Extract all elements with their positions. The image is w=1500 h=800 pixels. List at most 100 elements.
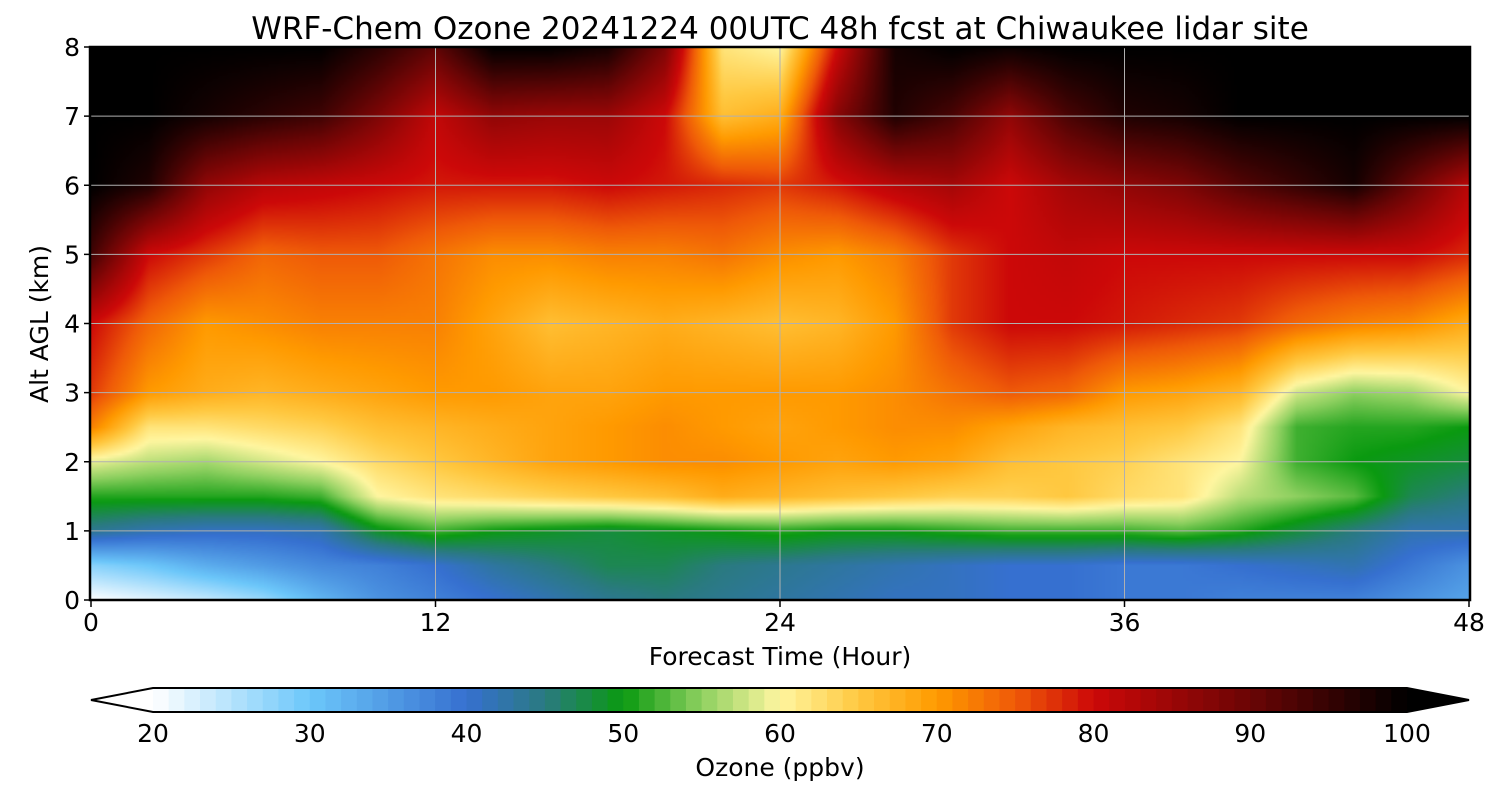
colorbar-outline [90, 687, 1470, 713]
colorbar-cell [529, 688, 546, 712]
y-tick-label: 7 [64, 102, 80, 131]
colorbar-cell [1297, 688, 1314, 712]
colorbar-extend-low-arrow [91, 688, 153, 712]
y-tick-label: 4 [64, 310, 80, 339]
colorbar-cell [513, 688, 530, 712]
colorbar-cell [591, 688, 609, 712]
colorbar-cell [921, 688, 938, 712]
colorbar-cell [1093, 688, 1110, 712]
colorbar-cell [1156, 688, 1173, 712]
colorbar-cell [200, 688, 217, 712]
x-tick-label: 0 [83, 608, 99, 637]
colorbar-cell [388, 688, 405, 712]
colorbar-cell [1218, 688, 1236, 712]
grid [91, 47, 1469, 600]
colorbar-cell [701, 688, 718, 712]
y-tick-label: 1 [64, 517, 80, 546]
colorbar-cell [968, 688, 985, 712]
colorbar-cell [278, 688, 295, 712]
y-tick-label: 3 [64, 379, 80, 408]
colorbar-cell [889, 688, 906, 712]
colorbar-tick-label: 60 [764, 719, 796, 748]
colorbar-cell [999, 688, 1016, 712]
colorbar: 20 30 40 50 60 70 80 90 100 [90, 687, 1470, 748]
colorbar-cell [466, 688, 483, 712]
colorbar-cell [874, 688, 891, 712]
colorbar-cell [795, 688, 812, 712]
colorbar-cell [153, 688, 170, 712]
colorbar-cell [231, 688, 248, 712]
colorbar-cell [1250, 688, 1267, 712]
colorbar-cell [732, 688, 750, 712]
y-axis: 0 1 2 3 4 5 6 7 8 [64, 33, 91, 615]
colorbar-cell [983, 688, 1001, 712]
colorbar-cell [1328, 688, 1345, 712]
colorbar-cell [1391, 688, 1408, 712]
y-tick-label: 0 [64, 586, 80, 615]
colorbar-cell [1062, 688, 1079, 712]
colorbar-cell [215, 688, 232, 712]
colorbar-cell [717, 688, 734, 712]
colorbar-cell [1046, 688, 1063, 712]
colorbar-cell [1140, 688, 1157, 712]
colorbar-tick-label: 80 [1078, 719, 1110, 748]
colorbar-extend-high-arrow [1407, 688, 1469, 712]
chart-title: WRF-Chem Ozone 20241224 00UTC 48h fcst a… [251, 11, 1309, 47]
colorbar-cell [638, 688, 656, 712]
colorbar-ticks: 20 30 40 50 60 70 80 90 100 [137, 719, 1431, 748]
colorbar-cell [294, 688, 311, 712]
colorbar-tick-label: 90 [1234, 719, 1266, 748]
colorbar-cell [623, 688, 640, 712]
colorbar-cell [168, 688, 185, 712]
colorbar-cell [576, 688, 593, 712]
colorbar-label: Ozone (ppbv) [695, 753, 864, 782]
colorbar-cell [1171, 688, 1189, 712]
colorbar-tick-label: 40 [451, 719, 483, 748]
colorbar-cell [1375, 688, 1392, 712]
colorbar-cell [952, 688, 969, 712]
y-tick-label: 6 [64, 171, 80, 200]
colorbar-cell [827, 688, 844, 712]
colorbar-cell [262, 688, 279, 712]
colorbar-cell [811, 688, 828, 712]
x-tick-label: 12 [420, 608, 452, 637]
colorbar-cell [497, 688, 515, 712]
colorbar-cell [1203, 688, 1220, 712]
colorbar-cell [842, 688, 859, 712]
colorbar-cell [936, 688, 954, 712]
y-tick-label: 8 [64, 33, 80, 62]
x-tick-label: 48 [1453, 608, 1485, 637]
colorbar-cell [184, 688, 201, 712]
colorbar-cell [247, 688, 264, 712]
colorbar-cell [309, 688, 327, 712]
colorbar-tick-label: 20 [137, 719, 169, 748]
colorbar-cell [325, 688, 342, 712]
colorbar-cell [372, 688, 389, 712]
plot-area [88, 45, 1472, 602]
colorbar-cell [356, 688, 374, 712]
colorbar-cell [544, 688, 562, 712]
colorbar-cell [905, 688, 922, 712]
y-tick-label: 2 [64, 448, 80, 477]
colorbar-tick-label: 100 [1383, 719, 1431, 748]
y-axis-label: Alt AGL (km) [25, 245, 54, 403]
colorbar-cell [341, 688, 358, 712]
colorbar-cell [780, 688, 797, 712]
colorbar-tick-label: 70 [921, 719, 953, 748]
colorbar-cell [1234, 688, 1251, 712]
colorbar-cell [1281, 688, 1298, 712]
colorbar-cell [685, 688, 703, 712]
colorbar-cell [1359, 688, 1377, 712]
colorbar-cell [403, 688, 421, 712]
y-tick-label: 5 [64, 240, 80, 269]
colorbar-cell [1015, 688, 1032, 712]
x-tick-label: 24 [764, 608, 796, 637]
colorbar-cell [419, 688, 436, 712]
colorbar-cell [670, 688, 687, 712]
colorbar-cell [482, 688, 499, 712]
colorbar-cell [1312, 688, 1330, 712]
colorbar-cell [1030, 688, 1048, 712]
colorbar-cell [1109, 688, 1126, 712]
colorbar-cell [1124, 688, 1142, 712]
